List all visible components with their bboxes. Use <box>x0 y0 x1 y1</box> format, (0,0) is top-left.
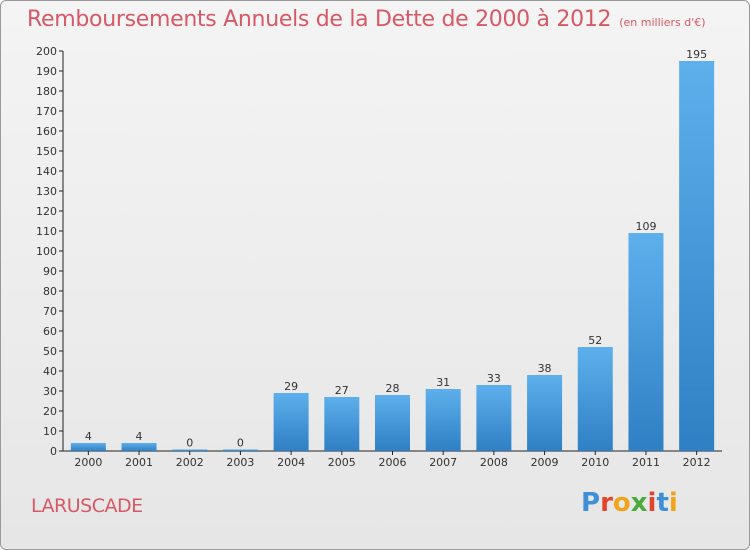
y-tick-label: 110 <box>36 225 57 238</box>
value-label-2004: 29 <box>284 380 298 393</box>
bar-2009 <box>527 375 563 451</box>
y-tick-label: 20 <box>43 405 57 418</box>
commune-name: LARUSCADE <box>31 495 143 517</box>
x-tick-label: 2010 <box>581 456 609 469</box>
x-tick-label: 2000 <box>74 456 102 469</box>
logo-letter: o <box>612 488 631 518</box>
y-tick-label: 130 <box>36 185 57 198</box>
y-tick-label: 90 <box>43 265 57 278</box>
x-tick-label: 2008 <box>480 456 508 469</box>
value-label-2011: 109 <box>635 220 656 233</box>
bar-2006 <box>375 395 410 451</box>
bar-2001 <box>121 443 157 451</box>
y-tick-label: 120 <box>36 205 57 218</box>
value-label-2001: 4 <box>136 430 143 443</box>
x-tick-label: 2007 <box>429 456 457 469</box>
value-label-2005: 27 <box>335 384 349 397</box>
logo-letter: P <box>581 488 601 518</box>
x-tick-label: 2012 <box>683 456 711 469</box>
y-tick-label: 160 <box>36 125 57 138</box>
value-label-2008: 33 <box>487 372 501 385</box>
y-tick-label: 30 <box>43 385 57 398</box>
value-label-2012: 195 <box>686 48 707 61</box>
y-tick-label: 140 <box>36 165 57 178</box>
value-label-2006: 28 <box>386 382 400 395</box>
chart-title: Remboursements Annuels de la Dette de 20… <box>27 7 706 32</box>
y-tick-label: 40 <box>43 365 57 378</box>
y-tick-label: 150 <box>36 145 57 158</box>
y-tick-label: 190 <box>36 65 57 78</box>
logo-letter: t <box>656 488 669 518</box>
logo-letter: x <box>630 488 648 518</box>
bar-2012 <box>679 61 715 451</box>
y-tick-label: 10 <box>43 425 57 438</box>
value-label-2010: 52 <box>588 334 602 347</box>
y-tick-label: 180 <box>36 85 57 98</box>
value-label-2002: 0 <box>186 437 193 450</box>
logo-letter: i <box>647 488 657 518</box>
bar-2003 <box>222 449 258 451</box>
logo-letter: i <box>668 488 678 518</box>
proxiti-logo[interactable]: Proxiti <box>581 488 678 518</box>
value-label-2007: 31 <box>436 376 450 389</box>
y-tick-label: 170 <box>36 105 57 118</box>
y-tick-label: 0 <box>50 445 57 458</box>
y-tick-label: 70 <box>43 305 57 318</box>
x-tick-label: 2001 <box>125 456 153 469</box>
unit-note: (en milliers d'€) <box>619 16 706 29</box>
title-text: Remboursements Annuels de la Dette de 20… <box>27 7 612 32</box>
bar-2008 <box>476 385 512 451</box>
bar-2011 <box>628 233 664 451</box>
x-tick-label: 2011 <box>632 456 660 469</box>
y-tick-label: 80 <box>43 285 57 298</box>
bar-2005 <box>324 397 360 451</box>
y-tick-label: 60 <box>43 325 57 338</box>
x-tick-label: 2004 <box>277 456 305 469</box>
logo-letter: r <box>600 488 613 518</box>
bar-2002 <box>172 449 208 451</box>
bar-2007 <box>425 389 461 451</box>
value-label-2000: 4 <box>85 430 92 443</box>
y-tick-label: 100 <box>36 245 57 258</box>
value-label-2009: 38 <box>538 362 552 375</box>
x-tick-label: 2002 <box>176 456 204 469</box>
bar-2010 <box>577 347 613 451</box>
y-tick-label: 200 <box>36 45 57 58</box>
x-tick-label: 2003 <box>226 456 254 469</box>
bar-2004 <box>273 393 309 451</box>
x-tick-label: 2006 <box>379 456 407 469</box>
x-tick-label: 2005 <box>328 456 356 469</box>
y-tick-label: 50 <box>43 345 57 358</box>
value-label-2003: 0 <box>237 437 244 450</box>
bar-2000 <box>70 443 106 451</box>
x-tick-label: 2009 <box>531 456 559 469</box>
